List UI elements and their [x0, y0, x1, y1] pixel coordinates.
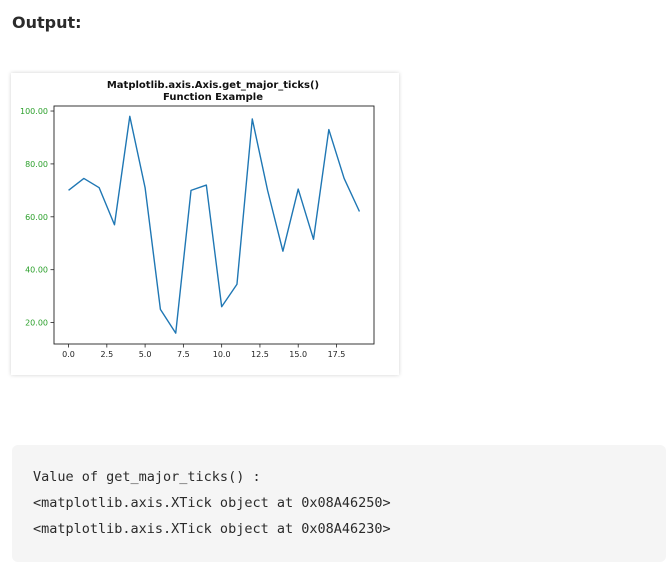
x-tick-label: 10.0: [213, 350, 231, 359]
chart-title-line-1: Matplotlib.axis.Axis.get_major_ticks(): [107, 80, 319, 91]
y-tick-label: 60.00: [25, 213, 48, 222]
x-tick-label: 7.5: [177, 350, 190, 359]
x-tick-label: 12.5: [251, 350, 269, 359]
output-line-2: <matplotlib.axis.XTick object at 0x08A46…: [33, 495, 391, 511]
y-tick-label: 80.00: [25, 160, 48, 169]
x-tick-label: 15.0: [289, 350, 307, 359]
y-tick-label: 100.00: [20, 107, 48, 116]
x-tick-label: 17.5: [328, 350, 346, 359]
chart-figure: Matplotlib.axis.Axis.get_major_ticks() F…: [11, 73, 399, 375]
series-line: [68, 115, 361, 334]
chart-title: Matplotlib.axis.Axis.get_major_ticks() F…: [107, 80, 319, 103]
console-output: Value of get_major_ticks() : <matplotlib…: [12, 445, 666, 562]
axes-frame: [53, 105, 375, 345]
x-tick-label: 0.0: [62, 350, 75, 359]
output-line-3: <matplotlib.axis.XTick object at 0x08A46…: [33, 521, 391, 537]
plot-area: 0.0 2.5 5.0 7.5 10.0 12.5 15.0 17.5 20.00 40.00 60…: [20, 105, 375, 359]
output-line-1: Value of get_major_ticks() :: [33, 469, 261, 485]
line-chart: Matplotlib.axis.Axis.get_major_ticks() F…: [20, 80, 375, 359]
x-tick-label: 2.5: [100, 350, 113, 359]
chart-title-line-2: Function Example: [163, 92, 263, 103]
y-tick-label: 20.00: [25, 319, 48, 328]
x-tick-label: 5.0: [139, 350, 152, 359]
output-heading: Output:: [12, 13, 82, 32]
y-tick-label: 40.00: [25, 266, 48, 275]
